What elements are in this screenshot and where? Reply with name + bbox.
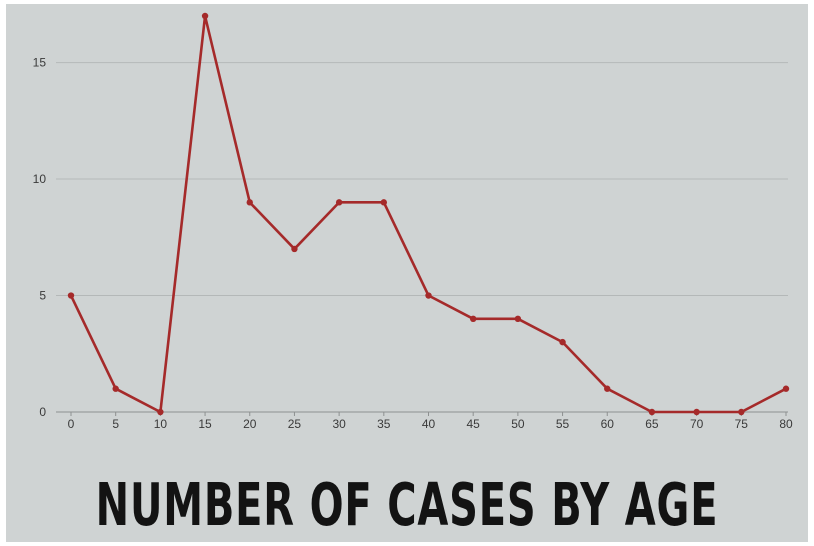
x-tick-label: 70 <box>690 417 704 431</box>
x-tick-label: 75 <box>735 417 749 431</box>
data-point <box>112 385 119 392</box>
series-line <box>69 14 788 414</box>
x-tick-label: 25 <box>288 417 302 431</box>
x-tick-label: 0 <box>68 417 75 431</box>
chart-panel: 0 5 10 15 0 5 10 15 20 25 30 35 40 45 50 55 60 65 70 75 80 … <box>6 4 808 542</box>
x-tick-label: 15 <box>198 417 212 431</box>
x-tick-label: 20 <box>243 417 257 431</box>
data-point <box>604 385 611 392</box>
gridlines <box>56 62 788 297</box>
data-point <box>67 292 75 299</box>
data-point <box>335 199 343 206</box>
data-point <box>469 315 477 323</box>
x-tick-label: 30 <box>332 417 346 431</box>
x-tick-label: 45 <box>467 417 481 431</box>
data-point <box>201 12 209 20</box>
x-tick-label: 65 <box>645 417 659 431</box>
data-point <box>246 199 253 206</box>
x-tick-label: 60 <box>601 417 615 431</box>
x-tick-label: 80 <box>779 417 793 431</box>
data-point <box>514 315 522 323</box>
x-tick-label: 55 <box>556 417 570 431</box>
series-points <box>67 12 790 416</box>
chart-title: NUMBER OF CASES BY AGE <box>95 470 719 540</box>
data-point <box>738 408 745 416</box>
y-tick-label: 5 <box>39 289 46 303</box>
y-axis-ticks: 0 5 10 15 <box>33 56 47 419</box>
x-tick-label: 5 <box>112 417 119 431</box>
x-axis-ticks: 0 5 10 15 20 25 30 35 40 45 50 55 60 65 70 75 80 <box>68 417 793 431</box>
series-line-path <box>69 14 788 414</box>
data-point <box>782 385 790 392</box>
data-point <box>291 245 298 253</box>
x-tick-label: 10 <box>154 417 168 431</box>
y-tick-label: 10 <box>33 172 47 186</box>
x-tick-label: 35 <box>377 417 391 431</box>
data-point <box>559 338 566 346</box>
data-point <box>648 408 656 416</box>
y-tick-label: 15 <box>33 56 47 70</box>
data-point <box>425 292 432 299</box>
x-tick-label: 40 <box>422 417 436 431</box>
y-tick-label: 0 <box>39 405 46 419</box>
data-point <box>157 408 164 416</box>
data-point <box>693 408 700 416</box>
data-point <box>380 199 388 206</box>
line-chart: 0 5 10 15 0 5 10 15 20 25 30 35 40 45 50 55 60 65 70 75 80 <box>33 12 793 431</box>
x-tick-label: 50 <box>511 417 525 431</box>
